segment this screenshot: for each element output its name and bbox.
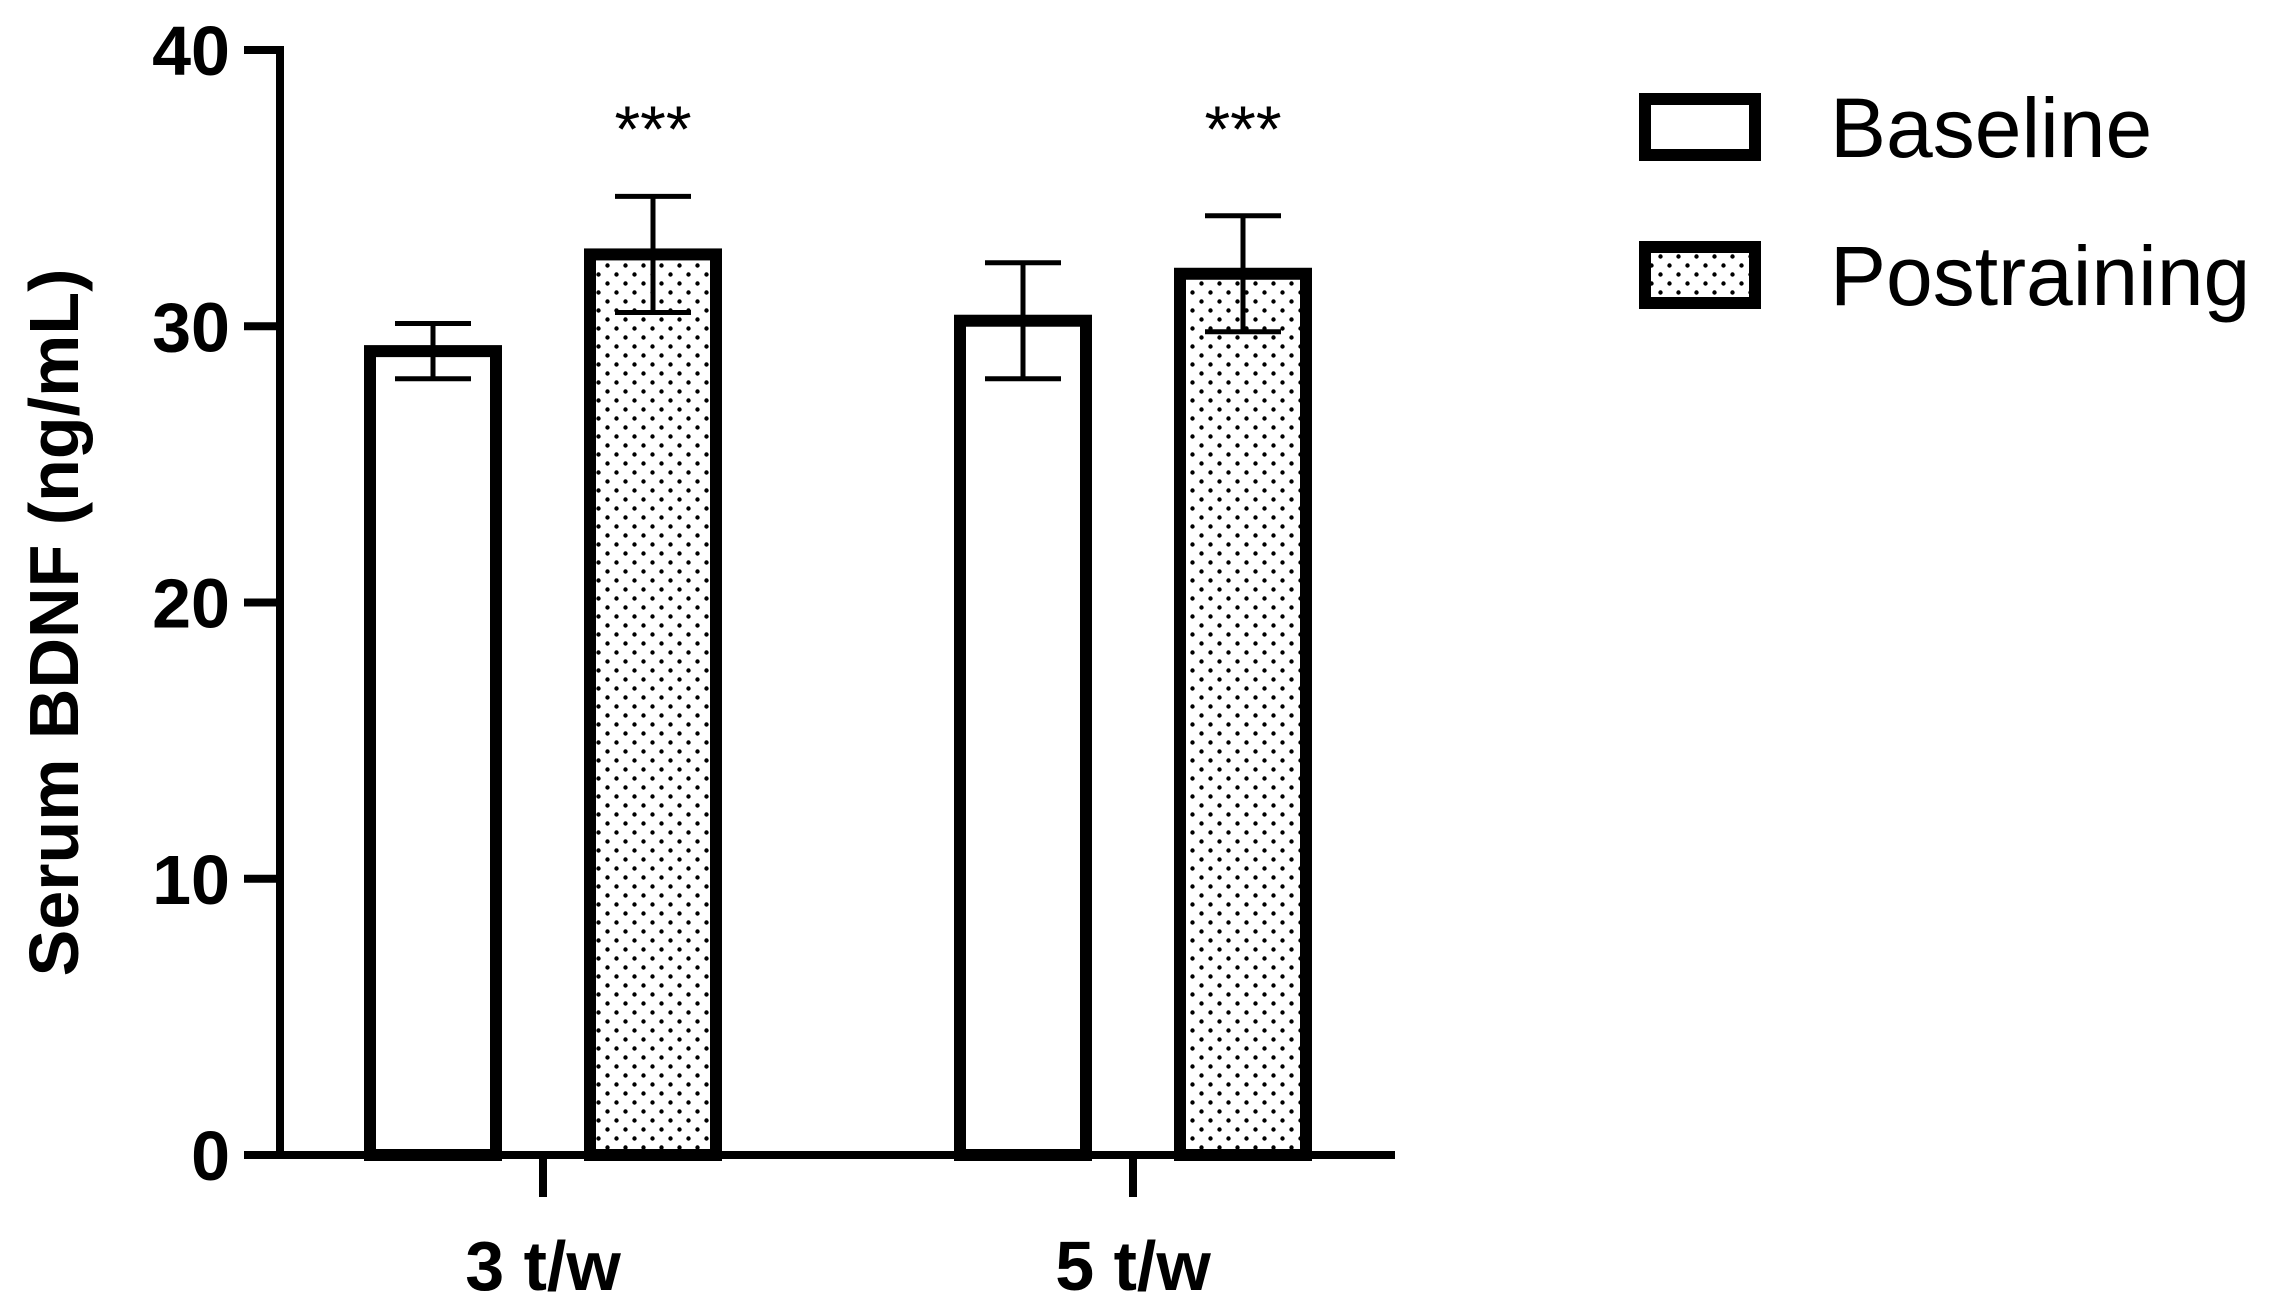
bar-baseline-0 [364, 345, 502, 1161]
bar-postraining-0 [584, 248, 722, 1162]
bar-postraining-1 [1174, 267, 1312, 1161]
significance-marker: *** [614, 92, 691, 166]
y-tick-label: 40 [152, 12, 230, 90]
y-tick-label: 10 [152, 841, 230, 919]
legend-label-baseline: Baseline [1830, 81, 2152, 175]
bar-baseline-1 [954, 314, 1092, 1162]
legend-label-postraining: Postraining [1830, 229, 2250, 323]
y-axis-label: Serum BDNF (ng/mL) [15, 269, 93, 977]
y-tick-label: 0 [191, 1117, 230, 1195]
legend-swatch-baseline [1639, 93, 1761, 161]
legend: Baseline Postraining [1639, 81, 2250, 323]
y-tick-label: 30 [152, 288, 230, 366]
x-tick-label: 3 t/w [465, 1227, 621, 1305]
x-tick-label: 5 t/w [1055, 1227, 1211, 1305]
legend-swatch-postraining [1639, 241, 1761, 309]
y-tick-label: 20 [152, 565, 230, 643]
significance-marker: *** [1204, 92, 1281, 166]
bars: *** *** [364, 92, 1312, 1162]
